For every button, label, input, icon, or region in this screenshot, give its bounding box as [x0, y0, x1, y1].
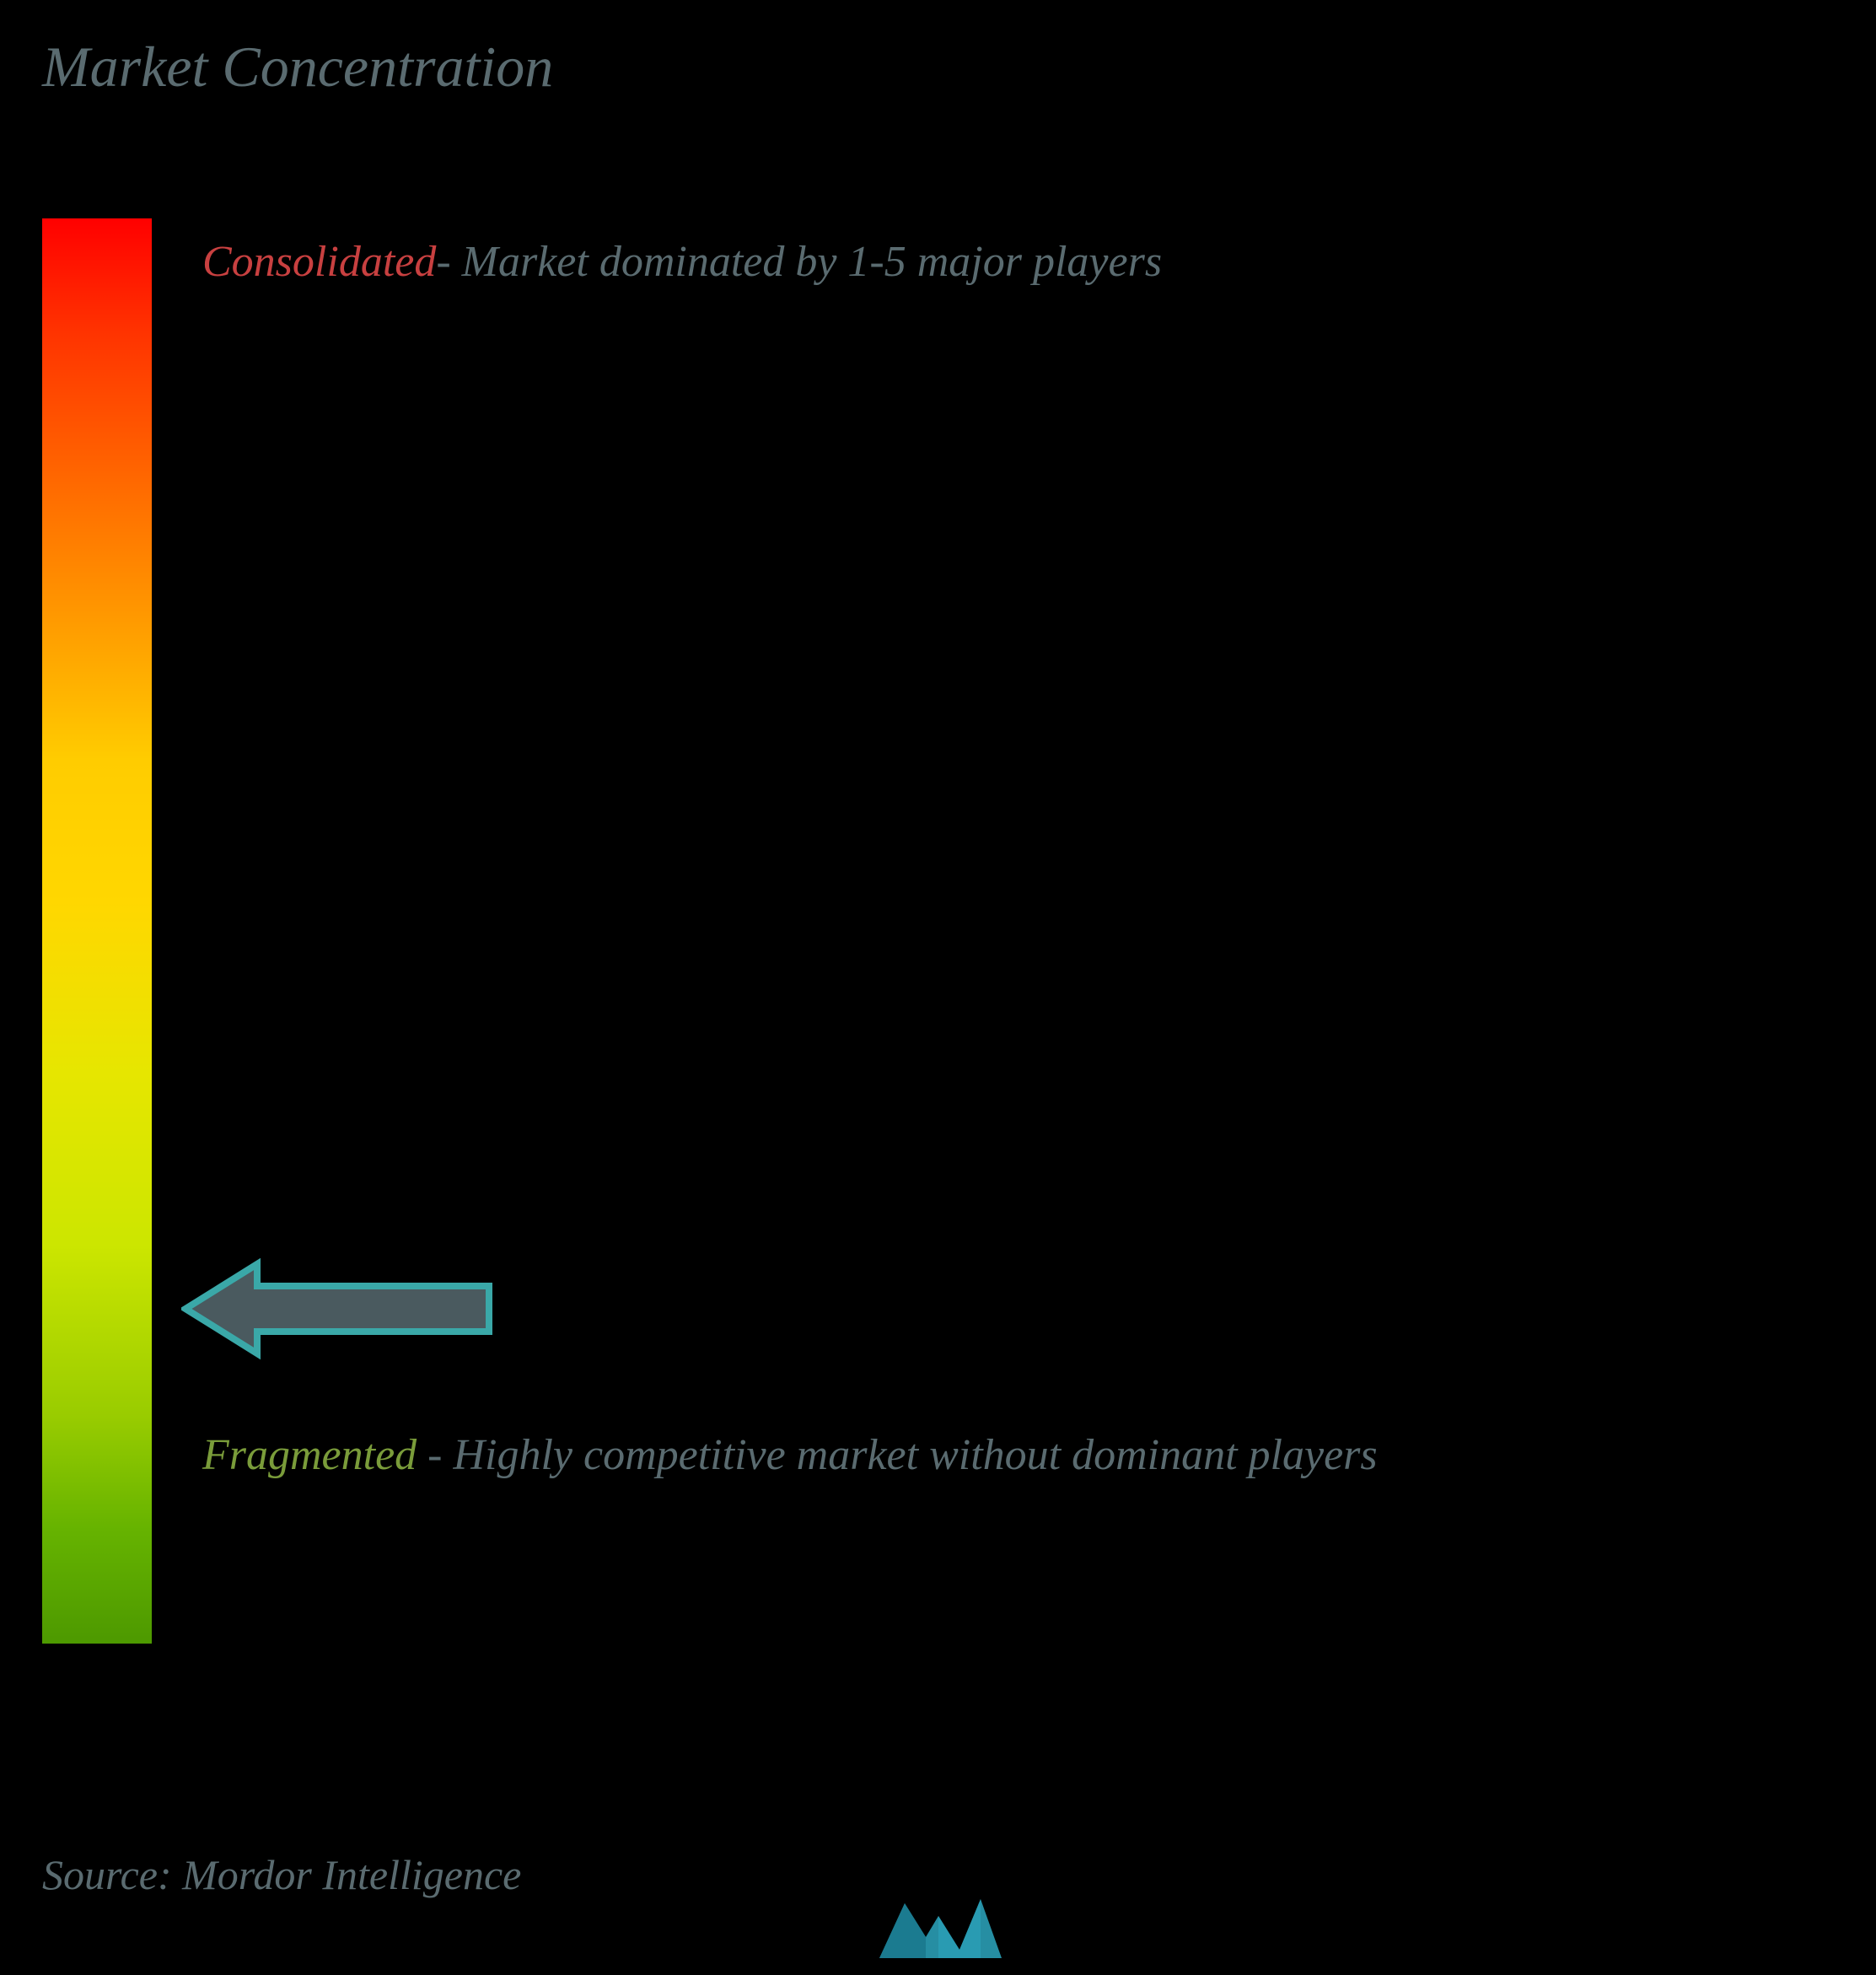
source-label: Source: [42, 1851, 182, 1898]
consolidated-description: - Market dominated by 1-5 major players [436, 238, 1162, 286]
consolidated-term: Consolidated [202, 238, 436, 286]
mordor-logo-icon [871, 1886, 1006, 1962]
source-attribution: Source: Mordor Intelligence [42, 1850, 521, 1899]
arrow-left-icon [181, 1254, 493, 1364]
labels-area: Consolidated- Market dominated by 1-5 ma… [202, 218, 1842, 1644]
content-area: Consolidated- Market dominated by 1-5 ma… [42, 218, 1842, 1644]
chart-title: Market Concentration [42, 34, 1842, 100]
brand-logo [871, 1886, 1006, 1967]
fragmented-label: Fragmented - Highly competitive market w… [202, 1416, 1378, 1495]
consolidated-label: Consolidated- Market dominated by 1-5 ma… [202, 223, 1162, 302]
fragmented-description: - Highly competitive market without domi… [417, 1431, 1377, 1479]
concentration-gradient-bar [42, 218, 152, 1644]
indicator-arrow [181, 1254, 493, 1368]
source-value: Mordor Intelligence [182, 1851, 521, 1898]
fragmented-term: Fragmented [202, 1431, 417, 1479]
